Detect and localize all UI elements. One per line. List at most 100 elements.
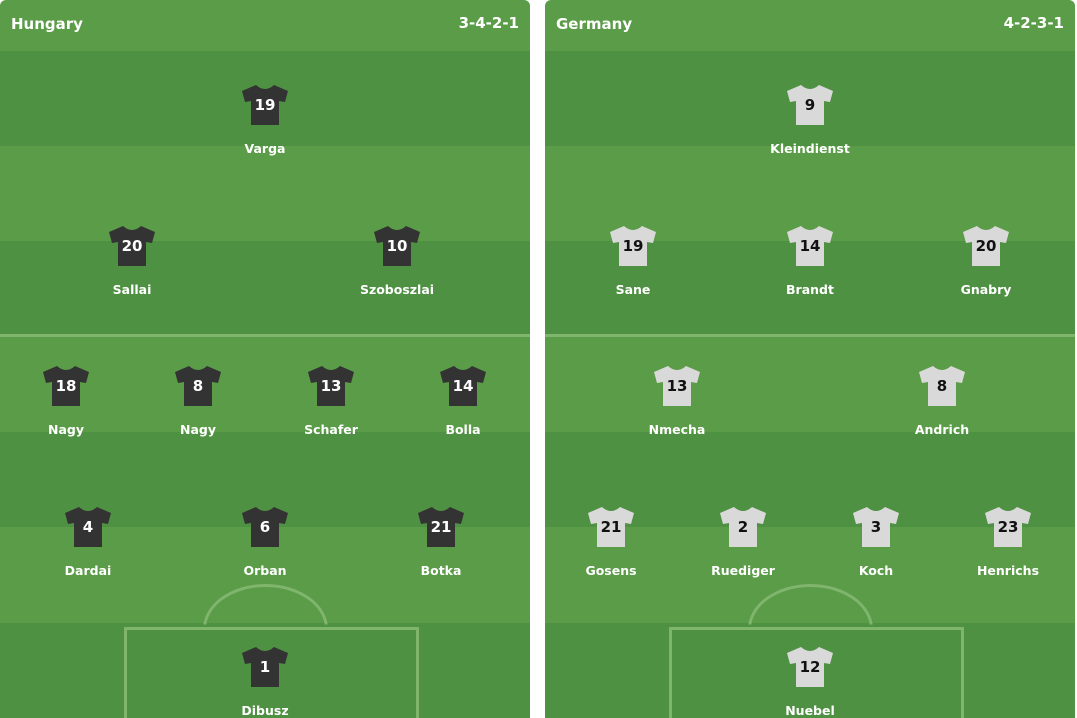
player[interactable]: 8 Nagy xyxy=(138,365,258,437)
penalty-box xyxy=(124,627,419,718)
player-name: Varga xyxy=(244,141,286,156)
shirt-number: 8 xyxy=(192,377,204,395)
player[interactable]: 21 Botka xyxy=(381,506,501,578)
player-name: Kleindienst xyxy=(770,141,850,156)
shirt-number: 4 xyxy=(82,518,94,536)
shirt-icon: 10 xyxy=(372,225,422,267)
shirt-icon: 19 xyxy=(240,84,290,126)
player-name: Dardai xyxy=(64,563,112,578)
pitch-stripe xyxy=(0,241,530,336)
team-header: Hungary 3-4-2-1 xyxy=(0,0,530,51)
player-name: Dibusz xyxy=(241,703,289,718)
shirt-number: 1 xyxy=(259,658,271,676)
shirt-icon: 13 xyxy=(652,365,702,407)
player[interactable]: 20 Gnabry xyxy=(926,225,1046,297)
shirt-icon: 18 xyxy=(41,365,91,407)
player[interactable]: 10 Szoboszlai xyxy=(337,225,457,297)
player-name: Sallai xyxy=(112,282,152,297)
team-header: Germany 4-2-3-1 xyxy=(545,0,1075,51)
shirt-number: 9 xyxy=(804,96,816,114)
shirt-icon: 1 xyxy=(240,646,290,688)
player-name: Nmecha xyxy=(648,422,706,437)
shirt-icon: 19 xyxy=(608,225,658,267)
player-name: Gosens xyxy=(585,563,637,578)
shirt-icon: 6 xyxy=(240,506,290,548)
shirt-number: 13 xyxy=(666,377,688,395)
shirt-number: 20 xyxy=(975,237,997,255)
shirt-number: 12 xyxy=(799,658,821,676)
shirt-icon: 21 xyxy=(416,506,466,548)
player[interactable]: 2 Ruediger xyxy=(683,506,803,578)
player[interactable]: 21 Gosens xyxy=(551,506,671,578)
penalty-box xyxy=(669,627,964,718)
formation: 3-4-2-1 xyxy=(458,14,519,32)
shirt-number: 21 xyxy=(430,518,452,536)
shirt-icon: 3 xyxy=(851,506,901,548)
player-name: Nuebel xyxy=(785,703,835,718)
player[interactable]: 4 Dardai xyxy=(28,506,148,578)
shirt-icon: 20 xyxy=(107,225,157,267)
shirt-number: 10 xyxy=(386,237,408,255)
team-name: Hungary xyxy=(11,15,83,33)
player-name: Botka xyxy=(420,563,462,578)
player[interactable]: 9 Kleindienst xyxy=(750,84,870,156)
halfway-line xyxy=(545,334,1075,337)
shirt-number: 20 xyxy=(121,237,143,255)
hungary-lineup-panel: Hungary 3-4-2-1 19 Varga 20 Sallai 10 Szobosz… xyxy=(0,0,530,718)
shirt-icon: 21 xyxy=(586,506,636,548)
shirt-number: 2 xyxy=(737,518,749,536)
germany-lineup-panel: Germany 4-2-3-1 9 Kleindienst 19 Sane 14 Bran… xyxy=(545,0,1075,718)
player[interactable]: 8 Andrich xyxy=(882,365,1002,437)
player-name: Ruediger xyxy=(711,563,775,578)
shirt-number: 8 xyxy=(936,377,948,395)
player[interactable]: 13 Schafer xyxy=(271,365,391,437)
shirt-number: 13 xyxy=(320,377,342,395)
player[interactable]: 13 Nmecha xyxy=(617,365,737,437)
shirt-icon: 23 xyxy=(983,506,1033,548)
shirt-number: 6 xyxy=(259,518,271,536)
shirt-number: 21 xyxy=(600,518,622,536)
shirt-icon: 14 xyxy=(438,365,488,407)
halfway-line xyxy=(0,334,530,337)
player[interactable]: 23 Henrichs xyxy=(948,506,1068,578)
player[interactable]: 20 Sallai xyxy=(72,225,192,297)
pitch-stripe xyxy=(545,432,1075,527)
player-name: Nagy xyxy=(48,422,84,437)
player[interactable]: 14 Brandt xyxy=(750,225,870,297)
shirt-icon: 8 xyxy=(173,365,223,407)
shirt-icon: 9 xyxy=(785,84,835,126)
player-name: Gnabry xyxy=(960,282,1012,297)
shirt-icon: 12 xyxy=(785,646,835,688)
player[interactable]: 14 Bolla xyxy=(403,365,523,437)
shirt-number: 19 xyxy=(622,237,644,255)
shirt-icon: 2 xyxy=(718,506,768,548)
shirt-number: 18 xyxy=(55,377,77,395)
player[interactable]: 12 Nuebel xyxy=(750,646,870,718)
shirt-number: 19 xyxy=(254,96,276,114)
player-name: Brandt xyxy=(786,282,834,297)
player-name: Bolla xyxy=(445,422,481,437)
player-name: Henrichs xyxy=(976,563,1040,578)
shirt-icon: 8 xyxy=(917,365,967,407)
player[interactable]: 19 Sane xyxy=(573,225,693,297)
shirt-number: 14 xyxy=(799,237,821,255)
team-name: Germany xyxy=(556,15,633,33)
player[interactable]: 19 Varga xyxy=(205,84,325,156)
shirt-icon: 4 xyxy=(63,506,113,548)
player[interactable]: 18 Nagy xyxy=(6,365,126,437)
player[interactable]: 6 Orban xyxy=(205,506,325,578)
shirt-icon: 13 xyxy=(306,365,356,407)
player-name: Szoboszlai xyxy=(359,282,435,297)
player-name: Andrich xyxy=(914,422,970,437)
player[interactable]: 1 Dibusz xyxy=(205,646,325,718)
shirt-number: 14 xyxy=(452,377,474,395)
shirt-number: 3 xyxy=(870,518,882,536)
shirt-icon: 20 xyxy=(961,225,1011,267)
player-name: Nagy xyxy=(180,422,216,437)
player-name: Schafer xyxy=(304,422,358,437)
player-name: Sane xyxy=(615,282,651,297)
player-name: Koch xyxy=(858,563,894,578)
player[interactable]: 3 Koch xyxy=(816,506,936,578)
formation: 4-2-3-1 xyxy=(1003,14,1064,32)
player-name: Orban xyxy=(243,563,287,578)
